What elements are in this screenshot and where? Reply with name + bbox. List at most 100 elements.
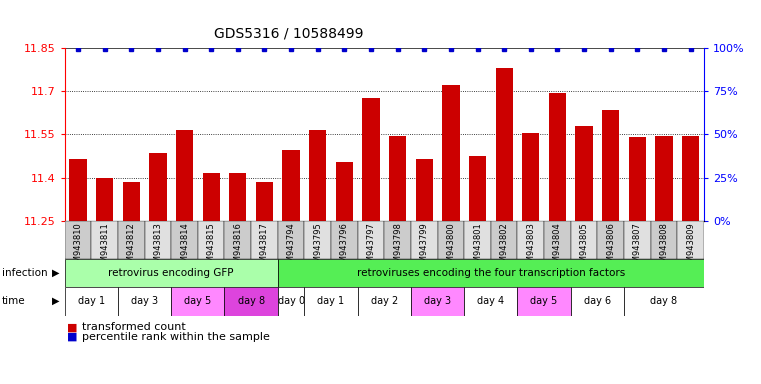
Bar (256, 182, 273, 221)
Text: day 1: day 1 (78, 296, 105, 306)
Bar (358, 221, 384, 259)
Text: time: time (2, 296, 25, 306)
Bar (202, 173, 220, 221)
Bar (171, 221, 198, 259)
Text: GSM943814: GSM943814 (180, 222, 189, 273)
Bar (655, 136, 673, 221)
Bar (304, 287, 358, 316)
Bar (91, 221, 118, 259)
Text: day 1: day 1 (317, 296, 345, 306)
Bar (229, 173, 247, 221)
Text: day 8: day 8 (237, 296, 265, 306)
Text: GSM943796: GSM943796 (340, 222, 349, 273)
Text: GSM943798: GSM943798 (393, 222, 402, 273)
Bar (149, 153, 167, 221)
Bar (198, 221, 224, 259)
Text: GSM943805: GSM943805 (580, 222, 588, 273)
Bar (389, 136, 406, 221)
Bar (123, 182, 140, 221)
Bar (682, 136, 699, 221)
Text: GSM943808: GSM943808 (660, 222, 668, 273)
Text: GSM943811: GSM943811 (100, 222, 109, 273)
Bar (571, 221, 597, 259)
Bar (358, 287, 411, 316)
Bar (282, 150, 300, 221)
Bar (544, 221, 571, 259)
Text: day 0: day 0 (278, 296, 304, 306)
Text: day 3: day 3 (424, 296, 451, 306)
Bar (464, 221, 491, 259)
Bar (336, 162, 353, 221)
Text: GSM943804: GSM943804 (553, 222, 562, 273)
Bar (491, 221, 517, 259)
Bar (384, 221, 411, 259)
Bar (571, 287, 624, 316)
Bar (651, 221, 677, 259)
Text: ▶: ▶ (52, 268, 59, 278)
Bar (464, 287, 517, 316)
Bar (65, 221, 91, 259)
Bar (362, 98, 380, 221)
Bar (624, 221, 651, 259)
Text: day 3: day 3 (131, 296, 158, 306)
Bar (522, 133, 540, 221)
Text: GSM943807: GSM943807 (633, 222, 642, 273)
Text: transformed count: transformed count (82, 322, 186, 332)
Text: GSM943800: GSM943800 (447, 222, 455, 273)
Text: ■: ■ (67, 332, 78, 342)
Text: GSM943812: GSM943812 (127, 222, 135, 273)
Bar (517, 221, 544, 259)
Bar (304, 221, 331, 259)
Text: retroviruses encoding the four transcription factors: retroviruses encoding the four transcrip… (357, 268, 625, 278)
Text: GSM943794: GSM943794 (287, 222, 295, 273)
Text: day 2: day 2 (371, 296, 398, 306)
Text: GSM943795: GSM943795 (314, 222, 322, 273)
Bar (176, 130, 193, 221)
Text: GSM943815: GSM943815 (207, 222, 215, 273)
Text: day 4: day 4 (477, 296, 505, 306)
Bar (251, 221, 278, 259)
Bar (96, 178, 113, 221)
Text: GSM943816: GSM943816 (234, 222, 242, 273)
Bar (118, 287, 171, 316)
Text: ■: ■ (67, 322, 78, 332)
Bar (331, 221, 358, 259)
Bar (65, 287, 118, 316)
Text: GSM943806: GSM943806 (607, 222, 615, 273)
Bar (224, 287, 278, 316)
Bar (411, 287, 464, 316)
Text: GSM943810: GSM943810 (74, 222, 82, 273)
Text: GSM943799: GSM943799 (420, 222, 428, 273)
Text: GSM943797: GSM943797 (367, 222, 375, 273)
Text: percentile rank within the sample: percentile rank within the sample (82, 332, 270, 342)
Bar (278, 221, 304, 259)
Bar (278, 287, 304, 316)
Text: ▶: ▶ (52, 296, 59, 306)
Bar (65, 259, 278, 287)
Bar (597, 221, 624, 259)
Bar (309, 130, 326, 221)
Text: GDS5316 / 10588499: GDS5316 / 10588499 (215, 26, 364, 40)
Bar (677, 221, 704, 259)
Text: GSM943801: GSM943801 (473, 222, 482, 273)
Bar (602, 110, 619, 221)
Bar (438, 221, 464, 259)
Text: day 8: day 8 (651, 296, 677, 306)
Bar (495, 68, 513, 221)
Bar (517, 287, 571, 316)
Bar (549, 93, 566, 221)
Bar (118, 221, 145, 259)
Text: day 5: day 5 (530, 296, 558, 306)
Bar (278, 259, 704, 287)
Text: day 6: day 6 (584, 296, 611, 306)
Bar (442, 86, 460, 221)
Bar (575, 126, 593, 221)
Text: retrovirus encoding GFP: retrovirus encoding GFP (109, 268, 234, 278)
Bar (629, 137, 646, 221)
Text: GSM943813: GSM943813 (154, 222, 162, 273)
Bar (624, 287, 704, 316)
Text: GSM943802: GSM943802 (500, 222, 508, 273)
Bar (411, 221, 438, 259)
Text: GSM943817: GSM943817 (260, 222, 269, 273)
Bar (145, 221, 171, 259)
